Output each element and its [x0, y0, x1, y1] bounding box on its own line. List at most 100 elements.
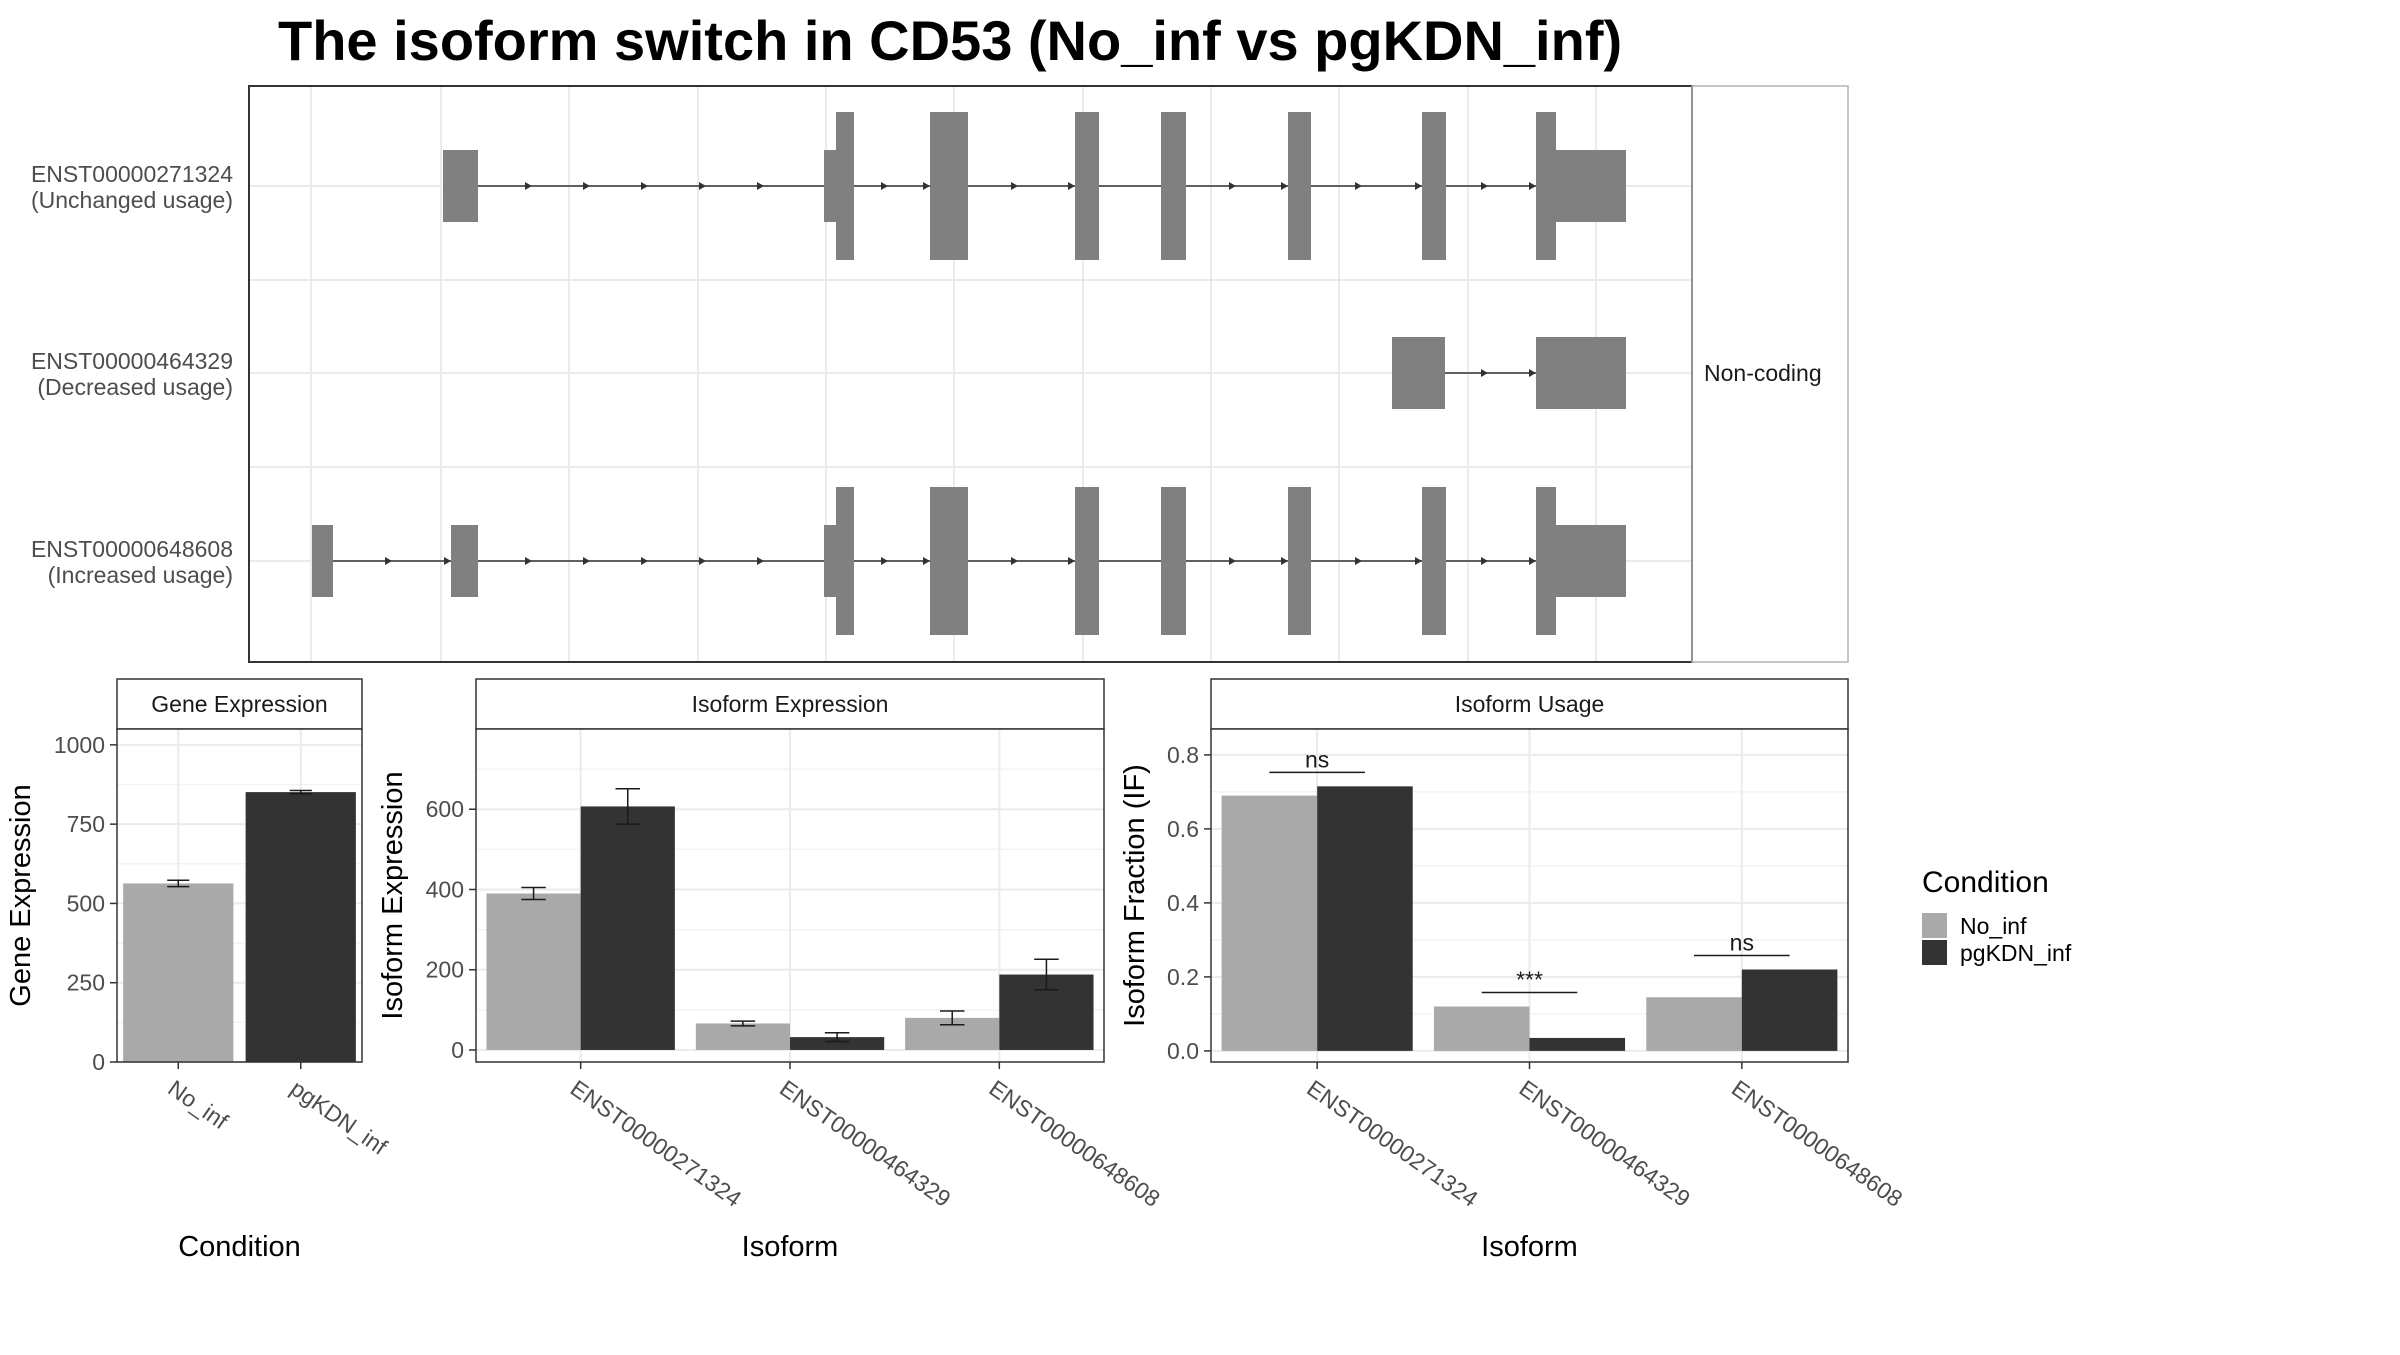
isoform-usage-label: (Decreased usage) — [37, 374, 233, 400]
intron-direction-arrow — [1481, 557, 1488, 565]
exon-block — [1536, 150, 1626, 222]
intron-direction-arrow — [1355, 557, 1362, 565]
significance-label: ns — [1305, 746, 1329, 772]
exon-block — [930, 487, 968, 635]
y-tick-label: 0.0 — [1167, 1038, 1199, 1064]
exon-block — [1161, 112, 1186, 260]
isoform-usage-label: (Unchanged usage) — [31, 187, 233, 213]
y-tick-label: 0 — [451, 1037, 464, 1063]
x-tick-label: ENST00000648608 — [984, 1075, 1164, 1212]
structure-annotation-border — [1691, 85, 1849, 663]
bar — [1529, 1037, 1626, 1051]
intron-direction-arrow — [1481, 182, 1488, 190]
panel-strip — [475, 678, 1105, 730]
exon-block — [1422, 487, 1446, 635]
exon-block — [443, 150, 478, 222]
x-axis-title: Isoform — [742, 1231, 839, 1263]
intron-direction-arrow — [385, 557, 392, 565]
exon-block — [451, 525, 478, 597]
isoform-expression-panel: Isoform Expression 0 200 400 600 ENST00000271… — [377, 678, 1165, 1263]
y-tick-label: 0 — [92, 1049, 105, 1075]
intron-direction-arrow — [699, 557, 706, 565]
intron-direction-arrow — [1355, 182, 1362, 190]
bar — [695, 1023, 790, 1050]
intron-direction-arrow — [1415, 557, 1422, 565]
panel-strip — [116, 678, 363, 730]
intron-direction-arrow — [583, 557, 590, 565]
intron-direction-arrow — [923, 182, 930, 190]
legend-swatch — [1922, 913, 1947, 938]
y-tick-label: 600 — [426, 796, 464, 822]
y-axis-title: Gene Expression — [5, 784, 37, 1006]
isoform-usage-panel: Isoform Usage 0.0 0.2 0.4 0.6 0.8 ns *** ns ENST0… — [1119, 678, 1907, 1263]
bar — [1221, 795, 1318, 1051]
intron-direction-arrow — [444, 557, 451, 565]
x-tick-label: No_inf — [163, 1075, 233, 1135]
intron-direction-arrow — [1529, 369, 1536, 377]
legend-label: No_inf — [1960, 913, 2027, 939]
exon-block — [1536, 525, 1626, 597]
intron-direction-arrow — [1281, 182, 1288, 190]
exon-block — [1075, 112, 1099, 260]
intron-direction-arrow — [1011, 557, 1018, 565]
legend-swatch — [1922, 940, 1947, 965]
bar — [580, 806, 675, 1050]
significance-label: ns — [1730, 930, 1754, 956]
y-tick-label: 500 — [67, 890, 105, 916]
intron-direction-arrow — [1229, 182, 1236, 190]
gene-expression-panel: Gene Expression 0 250 500 750 1000 No_inf pgKDN… — [5, 678, 393, 1263]
exon-block — [836, 487, 854, 635]
exon-block — [1161, 487, 1186, 635]
figure-title: The isoform switch in CD53 (No_inf vs pg… — [278, 9, 1622, 72]
intron-direction-arrow — [1229, 557, 1236, 565]
panel-strip-label: Isoform Expression — [692, 691, 889, 717]
x-tick-label: ENST00000271324 — [566, 1075, 747, 1212]
y-tick-label: 200 — [426, 957, 464, 983]
isoform-id-label: ENST00000464329 — [31, 348, 233, 374]
intron-direction-arrow — [1068, 557, 1075, 565]
panel-border — [116, 728, 363, 1063]
intron-direction-arrow — [923, 557, 930, 565]
x-tick-label: ENST00000464329 — [1515, 1075, 1695, 1212]
y-tick-label: 750 — [67, 811, 105, 837]
y-tick-label: 1000 — [54, 732, 105, 758]
intron-direction-arrow — [699, 182, 706, 190]
y-axis-title: Isoform Fraction (IF) — [1119, 764, 1151, 1027]
legend-title: Condition — [1922, 866, 2049, 899]
non-coding-annotation: Non-coding — [1704, 360, 1822, 386]
intron-direction-arrow — [1529, 182, 1536, 190]
bar — [245, 792, 356, 1062]
intron-direction-arrow — [757, 182, 764, 190]
legend-label: pgKDN_inf — [1960, 940, 2072, 966]
intron-direction-arrow — [1281, 557, 1288, 565]
y-tick-label: 250 — [67, 970, 105, 996]
x-axis-title: Isoform — [1481, 1231, 1578, 1263]
exon-block — [1422, 112, 1446, 260]
intron-direction-arrow — [1068, 182, 1075, 190]
bar — [1646, 997, 1742, 1051]
panel-strip — [1210, 678, 1849, 730]
bar — [1317, 786, 1413, 1051]
exon-block — [1075, 487, 1099, 635]
intron-direction-arrow — [525, 182, 532, 190]
isoform-id-label: ENST00000648608 — [31, 536, 233, 562]
intron-direction-arrow — [641, 182, 648, 190]
intron-direction-arrow — [583, 182, 590, 190]
y-tick-label: 0.6 — [1167, 816, 1199, 842]
exon-block — [930, 112, 968, 260]
x-tick-label: pgKDN_inf — [286, 1075, 393, 1160]
y-tick-label: 0.4 — [1167, 890, 1199, 916]
exon-block — [1392, 337, 1445, 409]
transcript-structure-panel: ENST00000271324(Unchanged usage) ENST0000… — [31, 85, 1849, 663]
x-tick-label: ENST00000271324 — [1302, 1075, 1483, 1212]
isoform-usage-label: (Increased usage) — [48, 562, 233, 588]
y-axis-title: Isoform Expression — [377, 771, 409, 1019]
exon-block — [836, 112, 854, 260]
intron-direction-arrow — [1011, 182, 1018, 190]
panel-strip-label: Isoform Usage — [1455, 691, 1605, 717]
exon-block — [312, 525, 333, 597]
intron-direction-arrow — [1529, 557, 1536, 565]
exon-block — [1536, 337, 1626, 409]
y-tick-label: 400 — [426, 876, 464, 902]
